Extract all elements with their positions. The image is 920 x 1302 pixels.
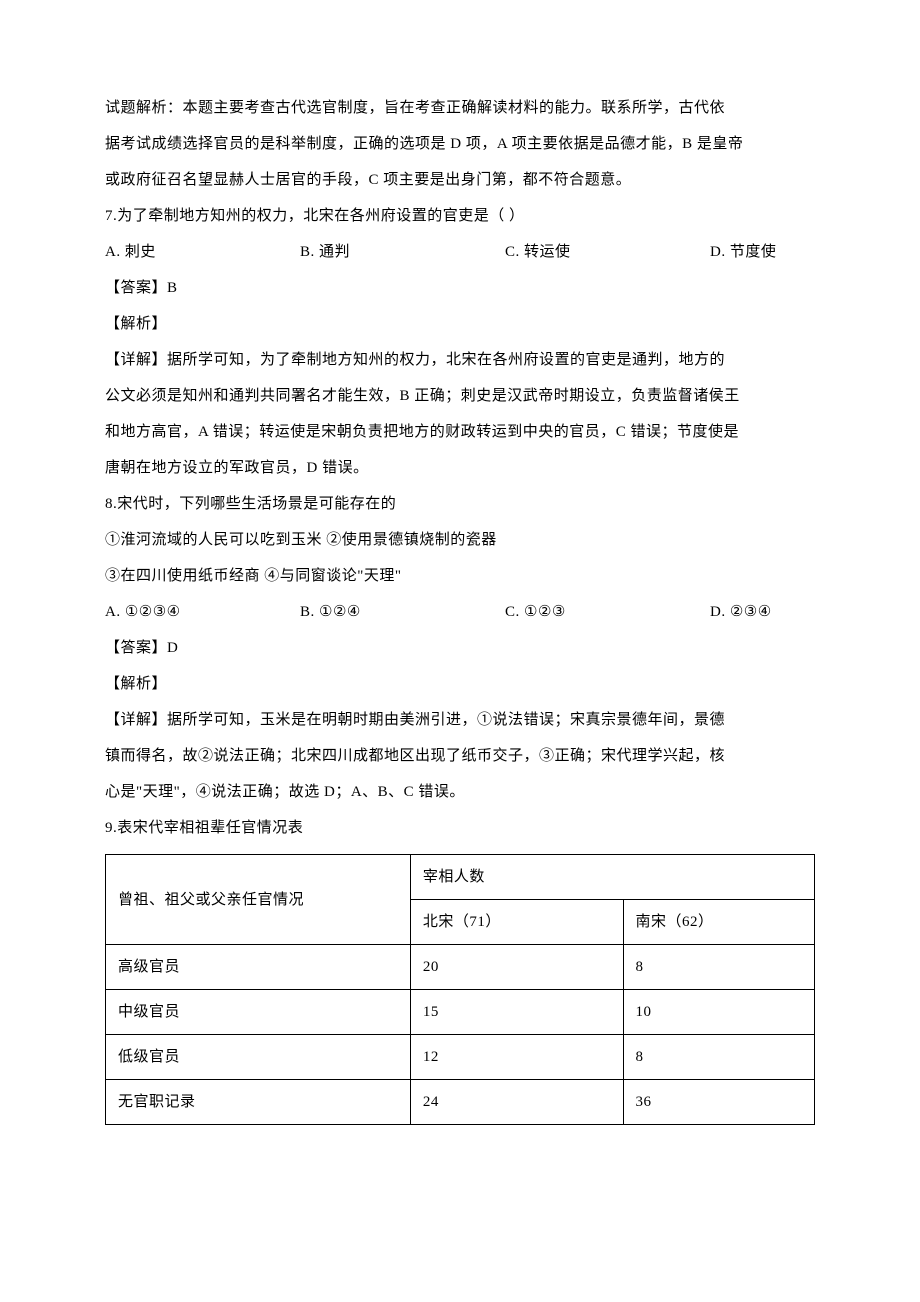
q8-option-c: C. ①②③ bbox=[505, 594, 710, 630]
q9-table: 曾祖、祖父或父亲任官情况 宰相人数 北宋（71） 南宋（62） 高级官员 20 … bbox=[105, 854, 815, 1125]
table-cell-bs: 20 bbox=[410, 945, 623, 990]
table-cell-label: 高级官员 bbox=[106, 945, 411, 990]
table-cell-ns: 36 bbox=[623, 1080, 814, 1125]
table-col-beisong: 北宋（71） bbox=[410, 900, 623, 945]
table-cell-label: 无官职记录 bbox=[106, 1080, 411, 1125]
table-cell-ns: 8 bbox=[623, 1035, 814, 1080]
q7-option-c: C. 转运使 bbox=[505, 234, 710, 270]
q7-stem: 7.为了牵制地方知州的权力，北宋在各州府设置的官吏是（ ） bbox=[105, 198, 815, 234]
q7-analysis-label: 【解析】 bbox=[105, 306, 815, 342]
q7-detail-line3: 和地方高官，A 错误；转运使是宋朝负责把地方的财政转运到中央的官员，C 错误；节… bbox=[105, 414, 815, 450]
q8-option-b: B. ①②④ bbox=[300, 594, 505, 630]
q7-option-d: D. 节度使 bbox=[710, 234, 776, 270]
q7-detail-line2: 公文必须是知州和通判共同署名才能生效，B 正确；刺史是汉武帝时期设立，负责监督诸… bbox=[105, 378, 815, 414]
document-body: 试题解析：本题主要考查古代选官制度，旨在考查正确解读材料的能力。联系所学，古代依… bbox=[105, 90, 815, 1125]
table-row: 中级官员 15 10 bbox=[106, 990, 815, 1035]
table-header-rowlabel: 曾祖、祖父或父亲任官情况 bbox=[106, 855, 411, 945]
intro-analysis-line1: 试题解析：本题主要考查古代选官制度，旨在考查正确解读材料的能力。联系所学，古代依 bbox=[105, 90, 815, 126]
q7-detail-line4: 唐朝在地方设立的军政官员，D 错误。 bbox=[105, 450, 815, 486]
table-row: 高级官员 20 8 bbox=[106, 945, 815, 990]
q8-items-line2: ③在四川使用纸币经商 ④与同窗谈论"天理" bbox=[105, 558, 815, 594]
q8-analysis-label: 【解析】 bbox=[105, 666, 815, 702]
q8-detail-line3: 心是"天理"，④说法正确；故选 D；A、B、C 错误。 bbox=[105, 774, 815, 810]
q7-option-b: B. 通判 bbox=[300, 234, 505, 270]
table-header-group: 宰相人数 bbox=[410, 855, 814, 900]
table-header-row: 曾祖、祖父或父亲任官情况 宰相人数 bbox=[106, 855, 815, 900]
table-cell-label: 中级官员 bbox=[106, 990, 411, 1035]
q8-answer: 【答案】D bbox=[105, 630, 815, 666]
table-col-nansong: 南宋（62） bbox=[623, 900, 814, 945]
table-row: 无官职记录 24 36 bbox=[106, 1080, 815, 1125]
q8-items-line1: ①淮河流域的人民可以吃到玉米 ②使用景德镇烧制的瓷器 bbox=[105, 522, 815, 558]
q8-options: A. ①②③④ B. ①②④ C. ①②③ D. ②③④ bbox=[105, 594, 815, 630]
q7-option-a: A. 刺史 bbox=[105, 234, 300, 270]
table-cell-bs: 12 bbox=[410, 1035, 623, 1080]
q9-stem: 9.表宋代宰相祖辈任官情况表 bbox=[105, 810, 815, 846]
q7-detail-line1: 【详解】据所学可知，为了牵制地方知州的权力，北宋在各州府设置的官吏是通判，地方的 bbox=[105, 342, 815, 378]
table-cell-ns: 10 bbox=[623, 990, 814, 1035]
q7-answer: 【答案】B bbox=[105, 270, 815, 306]
q8-option-d: D. ②③④ bbox=[710, 594, 772, 630]
table-cell-bs: 24 bbox=[410, 1080, 623, 1125]
q8-detail-line1: 【详解】据所学可知，玉米是在明朝时期由美洲引进，①说法错误；宋真宗景德年间，景德 bbox=[105, 702, 815, 738]
table-row: 低级官员 12 8 bbox=[106, 1035, 815, 1080]
table-cell-bs: 15 bbox=[410, 990, 623, 1035]
table-cell-ns: 8 bbox=[623, 945, 814, 990]
intro-analysis-line2: 据考试成绩选择官员的是科举制度，正确的选项是 D 项，A 项主要依据是品德才能，… bbox=[105, 126, 815, 162]
intro-analysis-line3: 或政府征召名望显赫人士居官的手段，C 项主要是出身门第，都不符合题意。 bbox=[105, 162, 815, 198]
q8-detail-line2: 镇而得名，故②说法正确；北宋四川成都地区出现了纸币交子，③正确；宋代理学兴起，核 bbox=[105, 738, 815, 774]
q8-stem: 8.宋代时，下列哪些生活场景是可能存在的 bbox=[105, 486, 815, 522]
q7-options: A. 刺史 B. 通判 C. 转运使 D. 节度使 bbox=[105, 234, 815, 270]
table-cell-label: 低级官员 bbox=[106, 1035, 411, 1080]
q8-option-a: A. ①②③④ bbox=[105, 594, 300, 630]
